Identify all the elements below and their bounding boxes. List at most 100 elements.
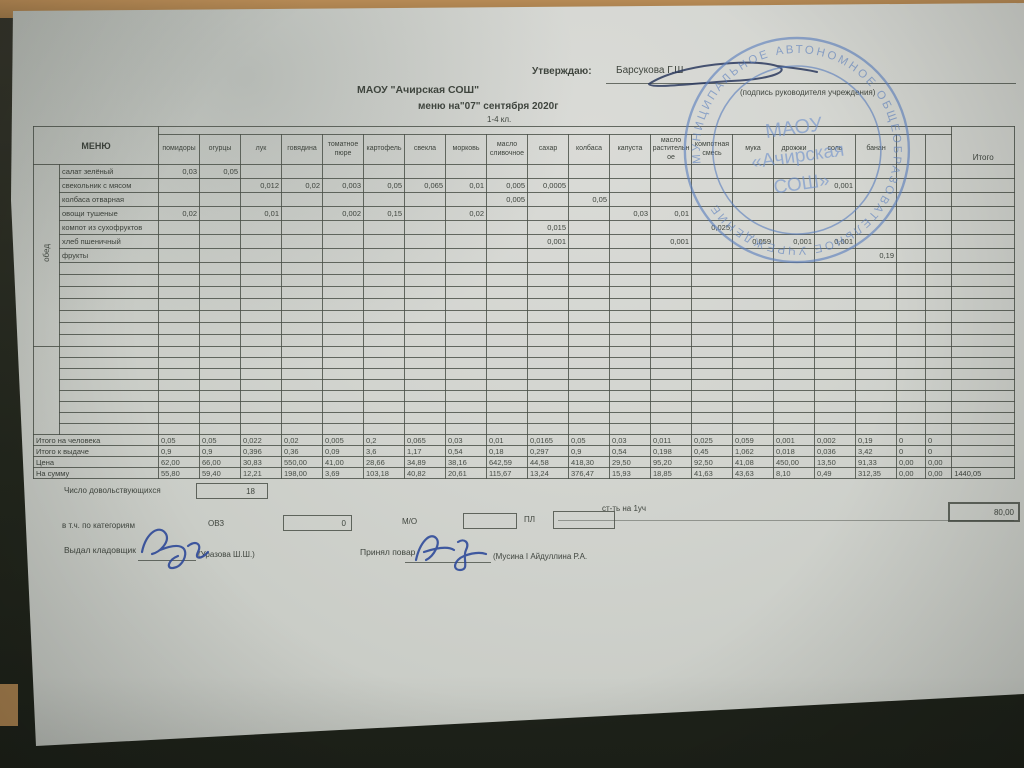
value-cell [445, 298, 487, 311]
value-cell [445, 390, 487, 402]
value-cell: 30,83 [240, 456, 282, 468]
value-cell [363, 357, 405, 369]
value-cell [404, 164, 446, 179]
value-cell [199, 322, 241, 335]
value-cell: 0 [896, 434, 926, 446]
value-cell [363, 368, 405, 380]
total-cell [951, 220, 1016, 235]
value-cell [199, 206, 241, 221]
value-cell [322, 357, 364, 369]
summary-label-cell: Итого на человека [33, 434, 159, 446]
value-cell [445, 357, 487, 369]
value-cell [240, 379, 282, 391]
dish-name-cell [59, 401, 159, 413]
value-cell: 418,30 [568, 456, 610, 468]
value-cell [855, 346, 897, 358]
value-cell [568, 322, 610, 335]
value-cell [199, 412, 241, 424]
value-cell [773, 164, 815, 179]
value-cell [281, 274, 323, 287]
value-cell [650, 298, 692, 311]
dish-name-cell [59, 298, 159, 311]
value-cell [281, 346, 323, 358]
value-cell: 0,005 [486, 192, 528, 207]
value-cell [691, 286, 733, 299]
value-cell [404, 322, 446, 335]
value-cell [814, 357, 856, 369]
value-cell [609, 401, 651, 413]
value-cell [486, 206, 528, 221]
value-cell [896, 220, 926, 235]
dish-name-cell: свекольник с мясом [59, 178, 159, 193]
value-cell: 0,19 [855, 248, 897, 263]
value-cell [924, 346, 953, 358]
value-cell [773, 423, 815, 435]
value-cell [445, 401, 487, 413]
value-cell [199, 248, 241, 263]
ingredient-column-header: дрожжи [773, 134, 815, 165]
value-cell [199, 346, 241, 358]
value-cell [486, 412, 528, 424]
value-cell [814, 274, 856, 287]
value-cell [158, 286, 200, 299]
value-cell [322, 286, 364, 299]
value-cell [855, 286, 897, 299]
value-cell [445, 248, 487, 263]
value-cell [650, 164, 692, 179]
dish-name-cell: компот из сухофруктов [59, 220, 159, 235]
value-cell [691, 310, 733, 323]
value-cell [773, 310, 815, 323]
value-cell [609, 248, 651, 263]
dish-name-cell [59, 334, 159, 347]
ingredient-column-header: колбаса [568, 134, 610, 165]
value-cell [568, 346, 610, 358]
empty-row [34, 368, 1016, 380]
value-cell: 0,003 [322, 178, 364, 193]
value-cell [855, 401, 897, 413]
value-cell [855, 412, 897, 424]
value-cell [773, 412, 815, 424]
category-ovz-value-box: 0 [283, 515, 352, 531]
total-cell [951, 423, 1016, 435]
value-cell [814, 401, 856, 413]
value-cell: 0,022 [240, 434, 282, 446]
section-lunch-cell: обед [33, 164, 60, 347]
value-cell [527, 262, 569, 275]
value-cell [281, 322, 323, 335]
value-cell [404, 248, 446, 263]
grand-total-cell [951, 445, 1016, 457]
value-cell [814, 423, 856, 435]
value-cell: 0,011 [650, 434, 692, 446]
value-cell [240, 274, 282, 287]
value-cell: 12,21 [240, 467, 282, 479]
value-cell: 0,01 [445, 178, 487, 193]
value-cell [732, 379, 774, 391]
value-cell [896, 206, 926, 221]
value-cell [896, 368, 926, 380]
value-cell [924, 298, 953, 311]
value-cell [568, 206, 610, 221]
value-cell [814, 310, 856, 323]
value-cell [924, 423, 953, 435]
value-cell [896, 379, 926, 391]
grade-label: 1-4 кл. [487, 115, 512, 124]
value-cell [158, 178, 200, 193]
value-cell [896, 234, 926, 249]
value-cell [773, 262, 815, 275]
value-cell [650, 346, 692, 358]
value-cell [896, 357, 926, 369]
value-cell: 34,89 [404, 456, 446, 468]
dish-name-cell [59, 357, 159, 369]
value-cell: 1,17 [404, 445, 446, 457]
value-cell [240, 390, 282, 402]
value-cell [322, 322, 364, 335]
value-cell [404, 379, 446, 391]
value-cell [924, 192, 953, 207]
dish-name-cell [59, 423, 159, 435]
menu-row: хлеб пшеничный 0,001 0,001 0,059 0,001 0,001 [34, 234, 1016, 249]
value-cell [486, 274, 528, 287]
value-cell [924, 286, 953, 299]
value-cell [732, 368, 774, 380]
value-cell [924, 274, 953, 287]
